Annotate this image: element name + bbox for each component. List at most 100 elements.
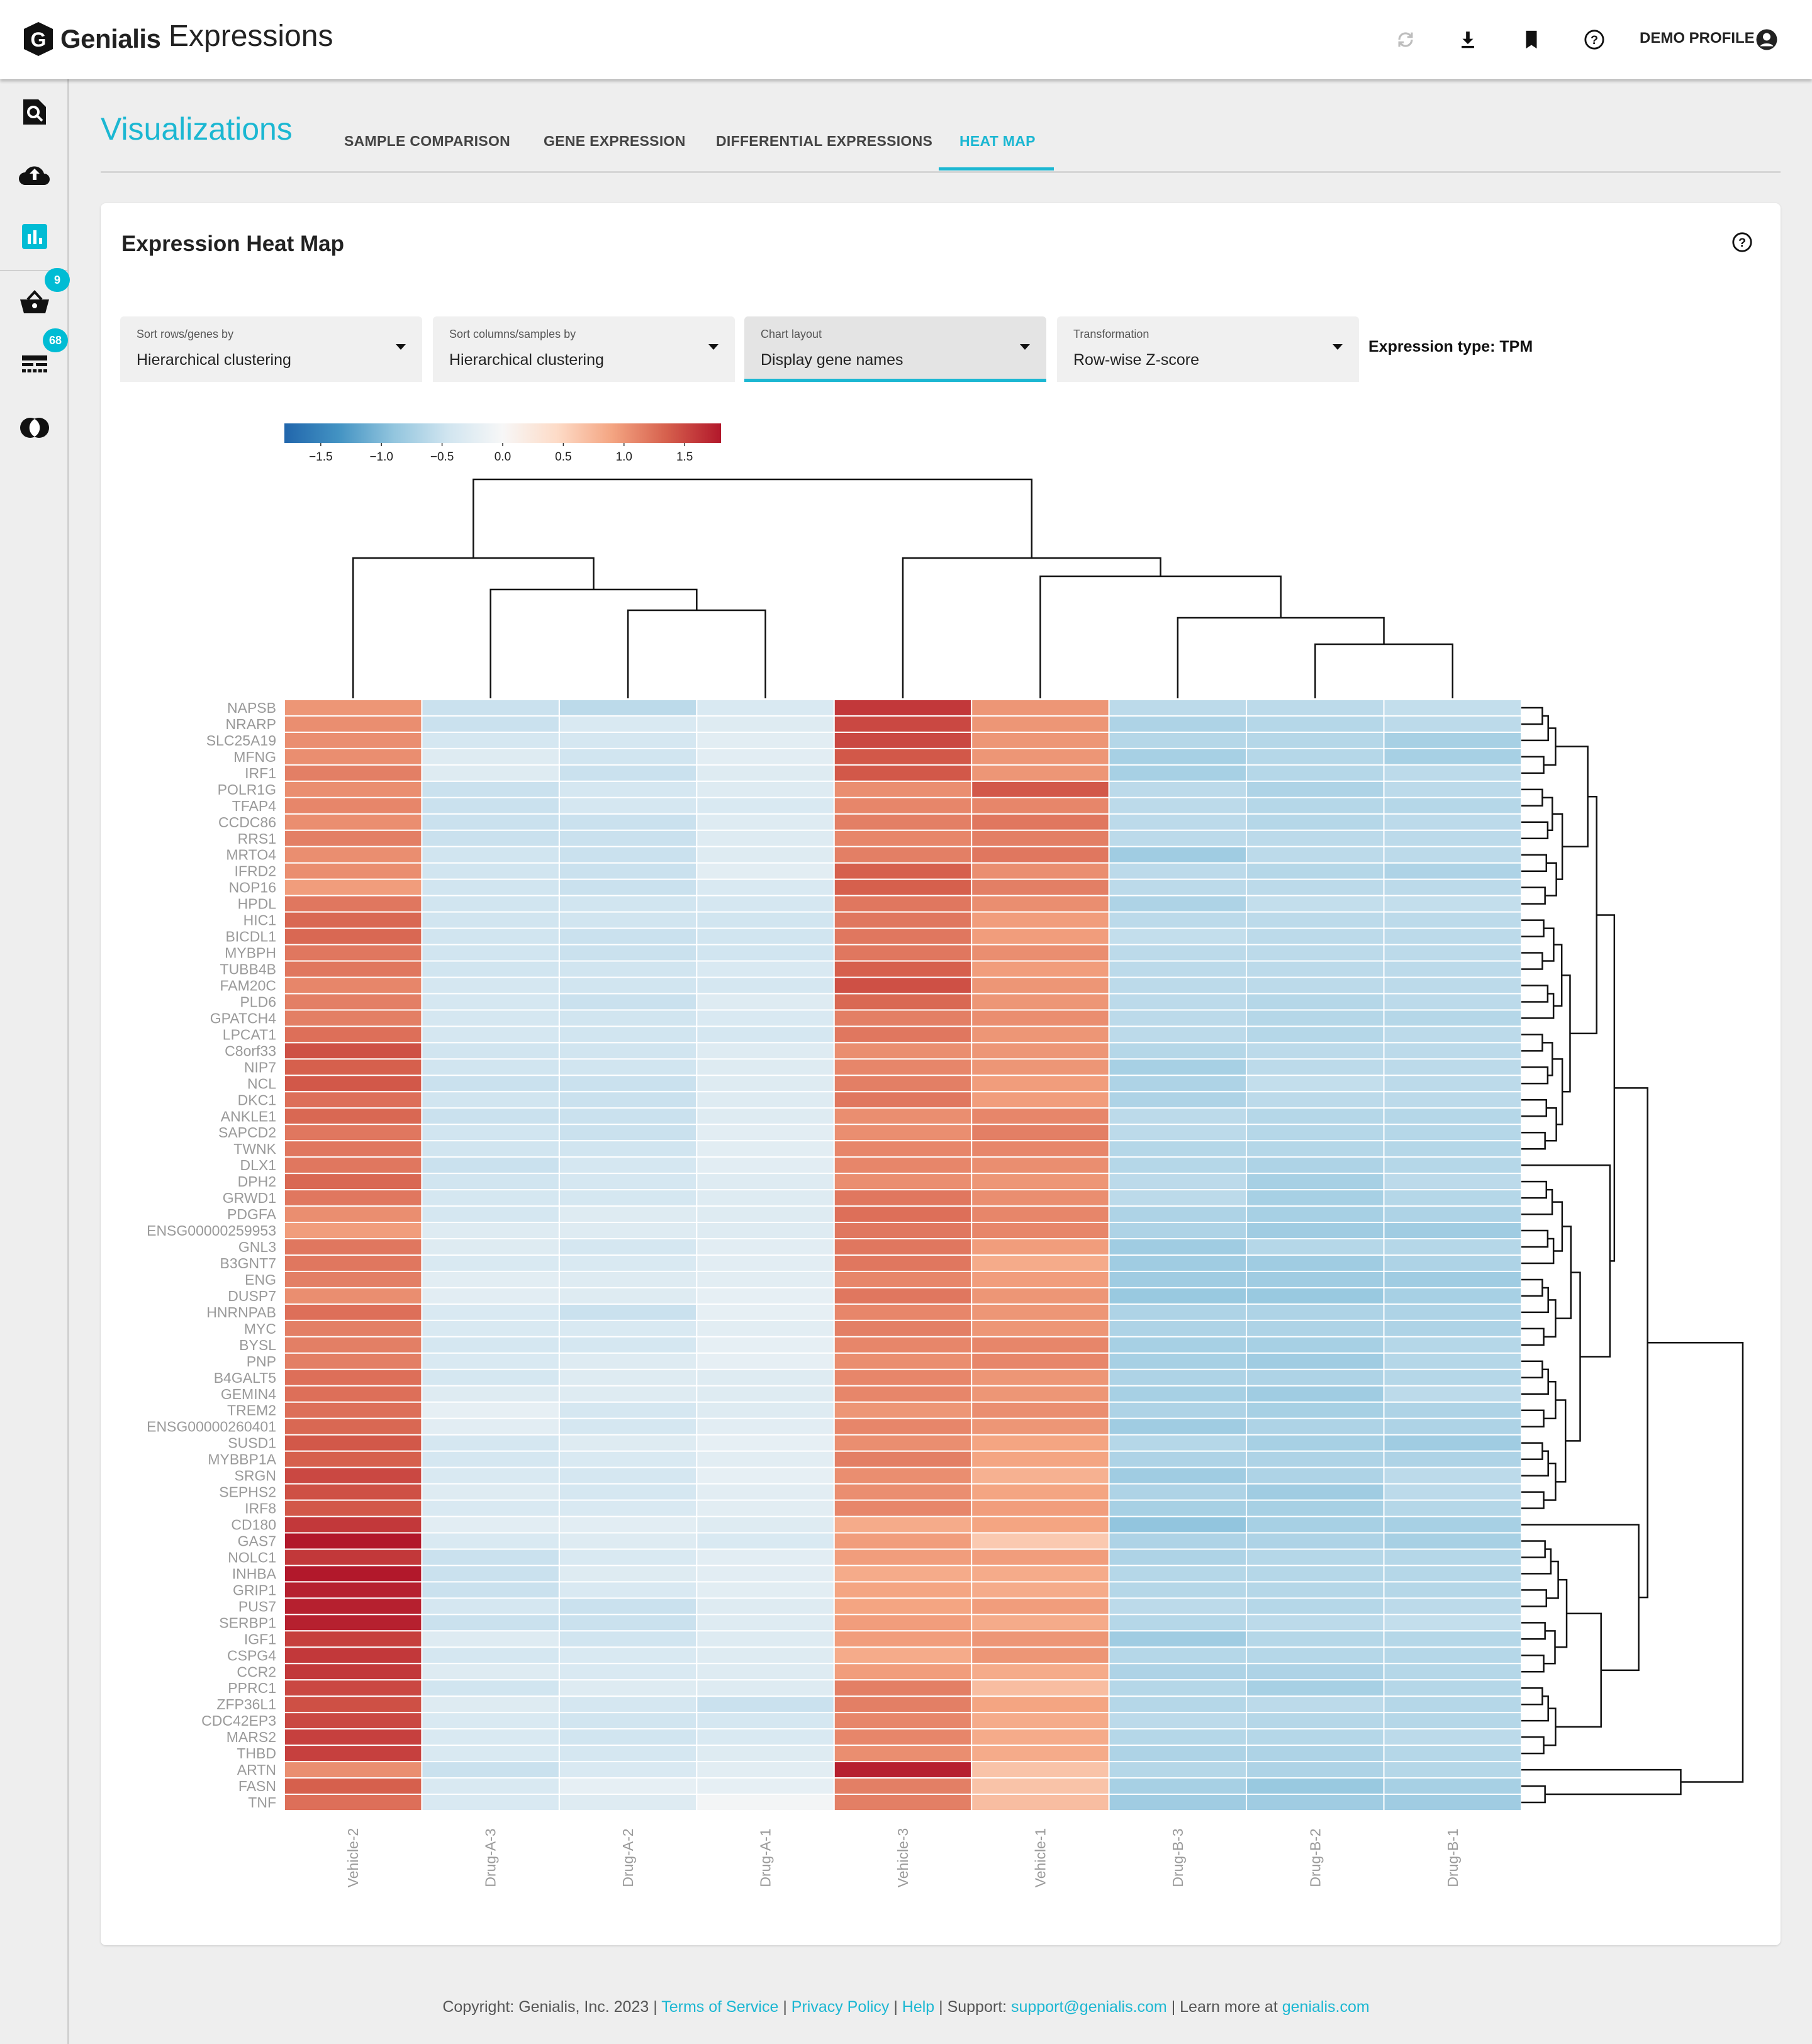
gene-label: MFNG: [233, 749, 276, 765]
heatmap-cell: [284, 1189, 423, 1207]
heatmap-cell: [1108, 1107, 1248, 1125]
download-button[interactable]: [1453, 25, 1482, 54]
heatmap-cell: [421, 1565, 560, 1583]
heatmap-cell: [421, 1597, 560, 1616]
card-title: Expression Heat Map: [121, 232, 344, 256]
heatmap-cell: [833, 1597, 973, 1616]
sidebar-item-compare[interactable]: [16, 409, 53, 447]
heatmap-cell: [284, 846, 423, 864]
bookmark-button[interactable]: [1517, 25, 1546, 54]
sidebar-item-visualizations[interactable]: [16, 218, 53, 255]
tab-differential-expressions[interactable]: DIFFERENTIAL EXPRESSIONS: [716, 133, 933, 149]
sort-rows-select[interactable]: Sort rows/genes by Hierarchical clusteri…: [120, 316, 422, 382]
heatmap-cell: [971, 944, 1110, 962]
account-button[interactable]: [1752, 25, 1781, 54]
gene-label: BYSL: [239, 1337, 276, 1353]
heatmap-cell: [421, 1483, 560, 1501]
heatmap-cell: [833, 1516, 973, 1534]
expression-type-label: Expression type: TPM: [1368, 338, 1533, 355]
heatmap-cell: [284, 1303, 423, 1321]
transformation-label: Transformation: [1073, 328, 1149, 340]
sample-label: Drug-A-3: [483, 1828, 499, 1887]
heatmap-cell: [1108, 1009, 1248, 1027]
terms-link[interactable]: Terms of Service: [661, 1998, 779, 2016]
heatmap-cell: [1246, 944, 1385, 962]
heatmap-cell: [558, 1565, 698, 1583]
heatmap-cell: [1383, 1156, 1523, 1175]
transformation-select[interactable]: Transformation Row-wise Z-score: [1057, 316, 1359, 382]
heatmap-cell: [1383, 1777, 1523, 1795]
heatmap-cell: [1108, 1548, 1248, 1567]
heatmap-cell: [1246, 1368, 1385, 1387]
heatmap-cell: [696, 895, 835, 913]
heatmap-cell: [284, 1352, 423, 1370]
card-help-button[interactable]: ?: [1731, 232, 1759, 259]
footer-separator: |: [1166, 1998, 1180, 2016]
sidebar-item-gene-sets[interactable]: [16, 347, 53, 385]
row-dendrogram-branch: [1521, 1131, 1546, 1150]
help-button[interactable]: ?: [1580, 25, 1609, 54]
refresh-button[interactable]: [1391, 25, 1420, 54]
sidebar-item-search[interactable]: [16, 93, 53, 131]
heatmap-cell: [1246, 1581, 1385, 1599]
sidebar-item-upload[interactable]: [16, 155, 53, 193]
sample-label: Drug-B-3: [1170, 1828, 1186, 1887]
heatmap-cell: [558, 1728, 698, 1746]
gene-label: CSPG4: [227, 1647, 276, 1663]
chart-layout-select[interactable]: Chart layout Display gene names: [744, 316, 1046, 382]
gene-label: DUSP7: [228, 1288, 276, 1304]
heatmap-cell: [421, 927, 560, 946]
heatmap-cell: [421, 862, 560, 880]
tab-heat-map[interactable]: HEAT MAP: [959, 133, 1036, 149]
heatmap-cell: [284, 1222, 423, 1240]
heatmap-cell: [1246, 1450, 1385, 1468]
heatmap-cell: [1108, 862, 1248, 880]
heatmap-cell: [1383, 1728, 1523, 1746]
column-dendrogram-branch: [473, 478, 1033, 558]
tab-sample-comparison[interactable]: SAMPLE COMPARISON: [344, 133, 511, 149]
gene-label: B4GALT5: [214, 1370, 276, 1386]
row-dendrogram-branch: [1521, 1409, 1545, 1427]
heatmap-cell: [558, 1107, 698, 1125]
heatmap-cell: [1246, 1319, 1385, 1338]
heatmap-cell: [971, 1614, 1110, 1632]
heatmap-cell: [833, 976, 973, 995]
help-link[interactable]: Help: [902, 1998, 935, 2016]
heatmap-cell: [696, 1075, 835, 1093]
heatmap-cell: [971, 1385, 1110, 1403]
gene-label: TUBB4B: [220, 961, 276, 978]
heatmap-cell: [1246, 1124, 1385, 1142]
svg-text:?: ?: [1738, 236, 1746, 250]
support-email-link[interactable]: support@genialis.com: [1011, 1998, 1167, 2016]
profile-menu[interactable]: DEMO PROFILE: [1640, 30, 1755, 47]
heatmap-cell: [1108, 1597, 1248, 1616]
heatmap-cell: [421, 1516, 560, 1534]
heatmap-cell: [696, 1107, 835, 1125]
heatmap-cell: [833, 1058, 973, 1076]
heatmap-cell: [1383, 993, 1523, 1011]
heatmap-cell: [1108, 1303, 1248, 1321]
sidebar-item-basket[interactable]: [16, 283, 53, 321]
heatmap-cell: [696, 1450, 835, 1468]
heatmap-cell: [284, 1025, 423, 1044]
heatmap-cell: [1246, 846, 1385, 864]
heatmap-cell: [1246, 1483, 1385, 1501]
privacy-link[interactable]: Privacy Policy: [791, 1998, 890, 2016]
heatmap-cell: [558, 1303, 698, 1321]
heatmap-cell: [1108, 895, 1248, 913]
sort-columns-select[interactable]: Sort columns/samples by Hierarchical clu…: [433, 316, 735, 382]
heatmap-cell: [421, 1712, 560, 1730]
heatmap-cell: [558, 1124, 698, 1142]
website-link[interactable]: genialis.com: [1282, 1998, 1370, 2016]
heatmap-cell: [421, 1303, 560, 1321]
heatmap-cell: [696, 715, 835, 733]
heatmap-cell: [1108, 1679, 1248, 1697]
row-dendrogram-branch: [1521, 1785, 1546, 1804]
heatmap-cell: [1383, 1614, 1523, 1632]
genialis-logo[interactable]: G Genialis: [23, 21, 161, 57]
heatmap-cell: [696, 862, 835, 880]
tab-gene-expression[interactable]: GENE EXPRESSION: [544, 133, 686, 149]
heatmap-cell: [833, 1401, 973, 1419]
heatmap-cell: [1383, 976, 1523, 995]
heatmap-cell: [833, 1336, 973, 1354]
